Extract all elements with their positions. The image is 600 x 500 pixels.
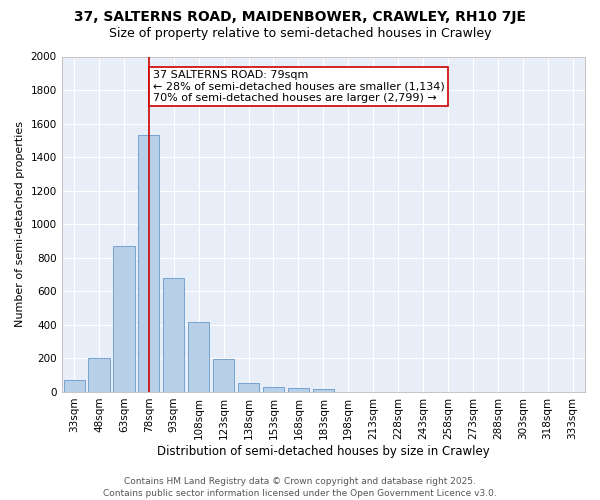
Bar — [163, 278, 184, 392]
Bar — [64, 380, 85, 392]
Text: Contains HM Land Registry data © Crown copyright and database right 2025.
Contai: Contains HM Land Registry data © Crown c… — [103, 476, 497, 498]
Bar — [113, 246, 134, 392]
Bar — [188, 322, 209, 392]
Y-axis label: Number of semi-detached properties: Number of semi-detached properties — [15, 121, 25, 327]
Bar — [263, 387, 284, 392]
Text: Size of property relative to semi-detached houses in Crawley: Size of property relative to semi-detach… — [109, 28, 491, 40]
X-axis label: Distribution of semi-detached houses by size in Crawley: Distribution of semi-detached houses by … — [157, 444, 490, 458]
Bar — [313, 388, 334, 392]
Text: 37, SALTERNS ROAD, MAIDENBOWER, CRAWLEY, RH10 7JE: 37, SALTERNS ROAD, MAIDENBOWER, CRAWLEY,… — [74, 10, 526, 24]
Text: 37 SALTERNS ROAD: 79sqm
← 28% of semi-detached houses are smaller (1,134)
70% of: 37 SALTERNS ROAD: 79sqm ← 28% of semi-de… — [152, 70, 445, 103]
Bar — [138, 136, 160, 392]
Bar — [238, 382, 259, 392]
Bar — [88, 358, 110, 392]
Bar — [288, 388, 309, 392]
Bar — [213, 360, 234, 392]
